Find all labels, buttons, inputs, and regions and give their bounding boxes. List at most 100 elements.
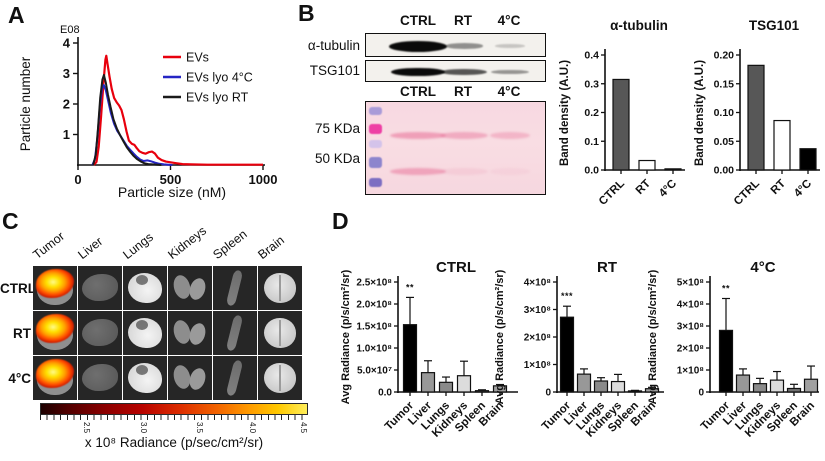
ponceau-smear — [490, 132, 530, 139]
bar-spleen — [627, 390, 643, 393]
svg-text:EVs lyo RT: EVs lyo RT — [186, 91, 249, 105]
svg-text:0.05: 0.05 — [714, 136, 735, 148]
svg-text:EVs: EVs — [186, 51, 209, 65]
svg-text:0: 0 — [698, 388, 704, 399]
panel-d-label: D — [332, 208, 349, 234]
marker-75kda-label: 75 KDa — [314, 121, 360, 136]
svg-text:Particle number: Particle number — [18, 56, 33, 151]
ladder-band — [369, 157, 382, 168]
lane-label-4°c: 4°C — [497, 84, 521, 99]
bar-4°c — [664, 168, 682, 171]
bar-4°c — [799, 148, 817, 171]
organ-spleen-rt — [213, 311, 257, 355]
ponceau-smear — [440, 168, 488, 175]
colorbar-tick-3.0: 3.0 — [138, 422, 148, 434]
panel-a-label: A — [8, 2, 25, 28]
lane-label-rt: RT — [454, 13, 472, 28]
svg-text:0.00: 0.00 — [714, 165, 735, 177]
svg-text:4°C: 4°C — [750, 259, 775, 276]
bar-tumor — [718, 329, 734, 393]
svg-text:4×10⁸: 4×10⁸ — [677, 300, 705, 311]
bar-lungs — [438, 381, 454, 393]
svg-text:1×10⁸: 1×10⁸ — [677, 366, 705, 377]
protein-band — [390, 67, 446, 77]
organ-spleen-4c — [213, 356, 257, 400]
lane-label-ctrl: CTRL — [400, 84, 436, 99]
svg-text:4: 4 — [63, 36, 71, 51]
avg-radiance-4c-chart: 01×10⁸2×10⁸3×10⁸4×10⁸5×10⁸TumorLiverLung… — [647, 259, 819, 440]
row-label-rt: RT — [13, 326, 31, 341]
svg-text:Particle size (nM): Particle size (nM) — [118, 184, 226, 200]
lane-label-ctrl: CTRL — [400, 13, 436, 28]
ponceau-smear — [440, 132, 488, 139]
row-label-ctrl: CTRL — [0, 281, 36, 296]
bar-rt — [773, 119, 791, 171]
svg-text:3×10⁸: 3×10⁸ — [677, 322, 705, 333]
row-label-4c: 4°C — [8, 371, 31, 386]
organ-tumor-4c — [33, 356, 77, 400]
column-header-lungs: Lungs — [120, 229, 156, 262]
organ-brain-4c — [258, 356, 302, 400]
ladder-band — [369, 178, 382, 187]
svg-text:5×10⁸: 5×10⁸ — [677, 278, 705, 289]
svg-text:3: 3 — [63, 66, 70, 81]
svg-text:2×10⁸: 2×10⁸ — [677, 344, 705, 355]
svg-text:0.2: 0.2 — [584, 107, 599, 119]
bar-kidneys — [769, 379, 785, 393]
bar-brain — [803, 378, 819, 393]
organ-brain-rt — [258, 311, 302, 355]
bar-lungs — [593, 380, 609, 393]
svg-text:CTRL: CTRL — [732, 178, 762, 208]
svg-text:2.5×10⁸: 2.5×10⁸ — [356, 278, 392, 289]
svg-text:**: ** — [406, 282, 414, 292]
ponceau-smear — [390, 132, 446, 139]
bar-liver — [735, 374, 751, 393]
protein-band — [441, 68, 487, 76]
svg-text:CTRL: CTRL — [436, 259, 476, 276]
tsg101-row-label: TSG101 — [309, 63, 360, 78]
alpha-tubulin-blot — [365, 33, 546, 57]
svg-text:0.0: 0.0 — [378, 388, 392, 399]
bar-rt — [638, 159, 656, 171]
avg-radiance-ctrl-chart: 0.05.0×10⁷1.0×10⁸1.5×10⁸2.0×10⁸2.5×10⁸Tu… — [340, 259, 518, 440]
ladder-band — [369, 107, 382, 115]
organ-tumor-rt — [33, 311, 77, 355]
organ-kidneys-rt — [168, 311, 212, 355]
bar-ctrl — [612, 78, 630, 171]
colorbar-tick-4.0: 4.0 — [248, 422, 258, 434]
protein-band — [389, 40, 447, 52]
svg-text:2×10⁸: 2×10⁸ — [524, 333, 552, 344]
svg-text:E08: E08 — [60, 24, 80, 36]
svg-text:**: ** — [722, 284, 730, 294]
svg-text:0.3: 0.3 — [584, 78, 599, 90]
svg-text:RT: RT — [597, 259, 617, 276]
bar-ctrl — [747, 64, 765, 171]
svg-text:5.0×10⁷: 5.0×10⁷ — [357, 366, 392, 377]
lane-label-4°c: 4°C — [497, 13, 521, 28]
svg-text:Avg Radiance (p/s/cm²/sr): Avg Radiance (p/s/cm²/sr) — [340, 269, 352, 404]
svg-text:RT: RT — [634, 178, 653, 197]
svg-text:Band density (A.U.): Band density (A.U.) — [559, 60, 571, 166]
organ-kidneys-ctrl — [168, 266, 212, 310]
protein-band — [494, 44, 526, 48]
organ-brain-ctrl — [258, 266, 302, 310]
bar-spleen — [786, 387, 802, 393]
bar-kidneys — [456, 375, 472, 393]
organ-lungs-rt — [123, 311, 167, 355]
svg-text:Avg Radiance (p/s/cm²/sr): Avg Radiance (p/s/cm²/sr) — [647, 269, 659, 404]
column-header-spleen: Spleen — [210, 226, 250, 262]
svg-text:2: 2 — [63, 97, 70, 112]
organ-liver-4c — [78, 356, 122, 400]
svg-text:EVs lyo 4°C: EVs lyo 4°C — [186, 71, 253, 85]
column-header-kidneys: Kidneys — [165, 223, 210, 262]
svg-text:Avg Radiance (p/s/cm²/sr): Avg Radiance (p/s/cm²/sr) — [494, 269, 506, 404]
organ-image-grid — [33, 266, 302, 400]
bar-lungs — [752, 383, 768, 393]
svg-text:4×10⁸: 4×10⁸ — [524, 278, 552, 289]
svg-text:0: 0 — [74, 172, 81, 187]
panel-b-label: B — [298, 0, 315, 26]
svg-text:4°C: 4°C — [657, 178, 679, 200]
svg-text:0.10: 0.10 — [714, 107, 735, 119]
marker-50kda-label: 50 KDa — [314, 151, 360, 166]
